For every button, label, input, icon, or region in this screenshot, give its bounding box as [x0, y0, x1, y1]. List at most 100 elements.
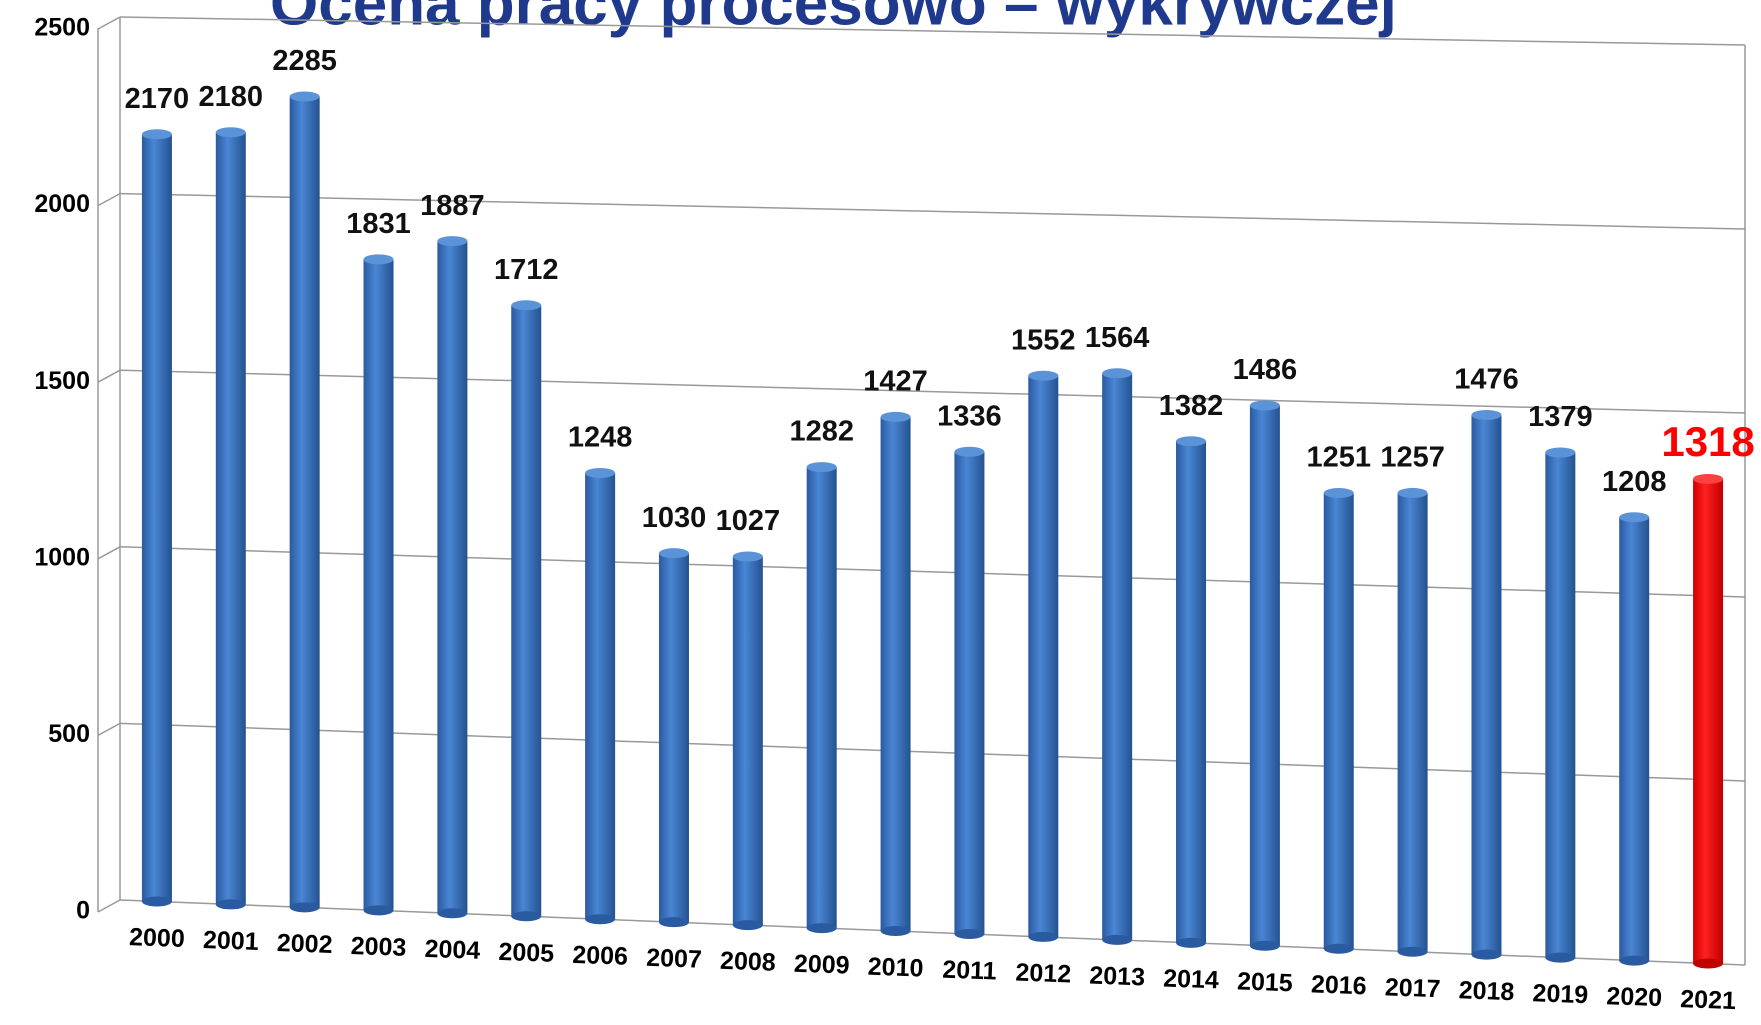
bar	[437, 241, 468, 914]
bar-top	[215, 127, 246, 138]
x-tick-label: 2008	[720, 947, 777, 977]
bar	[1323, 493, 1354, 949]
value-label: 1318	[1661, 418, 1754, 465]
chart-title: Ocena pracy procesowo – wykrywczej	[270, 0, 1397, 38]
x-tick-label: 2003	[350, 932, 407, 962]
value-label: 2285	[272, 45, 337, 77]
bar-top	[363, 254, 394, 265]
value-label: 1336	[937, 400, 1002, 432]
bar-top	[954, 446, 985, 457]
value-label: 1476	[1454, 364, 1519, 396]
bar-top	[437, 236, 468, 247]
value-label: 2170	[125, 83, 190, 115]
bar	[1471, 414, 1502, 955]
x-tick-label: 2007	[646, 944, 703, 974]
x-tick-label: 2020	[1606, 982, 1663, 1012]
x-tick-label: 2014	[1163, 964, 1220, 994]
x-tick-label: 2004	[424, 935, 481, 965]
bar	[1249, 405, 1280, 946]
value-label: 1208	[1602, 466, 1667, 498]
value-label: 1382	[1159, 390, 1224, 422]
x-tick-label: 2019	[1532, 979, 1589, 1009]
bar-top	[511, 300, 542, 311]
bar-top	[732, 551, 763, 562]
value-label: 1712	[494, 254, 559, 286]
value-label: 1887	[420, 190, 485, 222]
value-label: 2180	[199, 81, 264, 113]
grid-line	[97, 369, 121, 383]
grid-line	[97, 16, 121, 30]
bar-top	[1471, 409, 1502, 420]
x-tick-label: 2006	[572, 941, 629, 971]
bar-base	[1249, 940, 1280, 951]
bar	[954, 451, 985, 934]
value-label: 1564	[1085, 322, 1150, 354]
x-tick-label: 2009	[793, 950, 850, 980]
bar-base	[1619, 955, 1650, 966]
bar-base	[1323, 943, 1354, 954]
grid-line	[97, 546, 121, 560]
x-tick-label: 2002	[276, 929, 333, 959]
bar	[1545, 452, 1576, 958]
value-label: 1379	[1528, 401, 1593, 433]
bar	[880, 416, 911, 932]
x-tick-label: 2011	[942, 956, 997, 986]
grid-line	[119, 16, 1746, 46]
value-label: 1248	[568, 422, 633, 454]
bar	[658, 553, 689, 923]
bar-top	[141, 129, 172, 140]
bar-base	[289, 902, 320, 913]
y-tick-label: 500	[48, 720, 90, 748]
bar-base	[658, 917, 689, 928]
bar-top	[289, 91, 320, 102]
y-tick-label: 0	[76, 897, 90, 925]
bar-base	[880, 926, 911, 937]
bar	[363, 259, 394, 911]
x-tick-label: 2001	[203, 926, 260, 956]
bar	[215, 132, 246, 905]
bar	[1028, 375, 1059, 937]
bar-top	[1545, 447, 1576, 458]
bar-base	[1471, 949, 1502, 960]
grid-line	[119, 192, 1746, 230]
bar-base	[1102, 934, 1133, 945]
bar-base	[585, 914, 616, 925]
value-label: 1427	[863, 366, 928, 398]
y-tick-label: 1000	[34, 543, 90, 571]
bar	[806, 467, 837, 929]
bar-base	[437, 908, 468, 919]
x-tick-label: 2012	[1015, 959, 1072, 989]
x-tick-label: 2013	[1089, 962, 1146, 992]
value-label: 1831	[346, 208, 411, 240]
bar-top	[880, 411, 911, 422]
x-tick-label: 2016	[1311, 970, 1368, 1000]
grid-line	[97, 899, 121, 913]
bar-top	[1693, 473, 1724, 484]
x-tick-label: 2015	[1237, 967, 1294, 997]
grid-line	[97, 192, 121, 207]
bar	[1693, 478, 1724, 964]
bar-base	[363, 905, 394, 916]
bar-base	[1693, 958, 1724, 969]
bar-base	[215, 899, 246, 910]
bar	[141, 134, 172, 902]
bar-base	[954, 928, 985, 939]
bar-top	[1323, 488, 1354, 499]
bar-top	[1028, 370, 1059, 381]
x-tick-label: 2005	[498, 938, 555, 968]
bar-top	[1619, 512, 1650, 523]
bar-base	[1545, 952, 1576, 963]
bar	[289, 96, 320, 908]
bar-top	[658, 548, 689, 559]
value-label: 1257	[1380, 442, 1445, 474]
x-tick-label: 2018	[1458, 976, 1515, 1006]
bar-top	[1249, 400, 1280, 411]
bar-top	[1397, 487, 1428, 498]
value-label: 1251	[1306, 442, 1371, 474]
bar	[1176, 441, 1207, 943]
bar	[585, 472, 616, 920]
value-label: 1027	[716, 505, 781, 537]
value-label: 1282	[789, 416, 854, 448]
y-tick-label: 1500	[34, 367, 90, 395]
bar-base	[141, 896, 172, 907]
